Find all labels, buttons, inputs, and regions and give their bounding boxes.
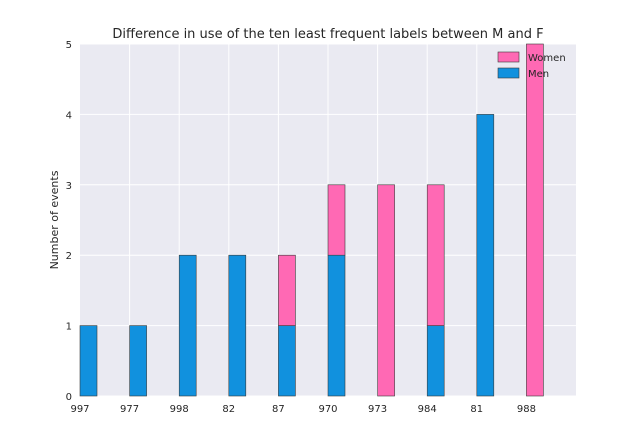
bar-men-970: [327, 254, 346, 397]
x-tick-label: 87: [272, 404, 285, 415]
legend-label-women: Women: [528, 53, 566, 64]
x-tick-label: 984: [418, 404, 437, 415]
x-axis-ticks: 997 977 998 82 87 970 973 984 81 988: [70, 404, 535, 415]
bar-men-81: [476, 114, 495, 397]
y-tick-label: 1: [66, 322, 72, 333]
y-tick-label: 4: [66, 110, 72, 121]
legend: Women Men: [497, 51, 566, 80]
bar-men-82: [228, 254, 247, 397]
x-tick-label: 973: [368, 404, 387, 415]
y-tick-label: 2: [66, 251, 72, 262]
x-tick-label: 997: [70, 404, 89, 415]
bar-women-988: [526, 43, 544, 397]
y-tick-label: 3: [66, 181, 72, 192]
bar-men-984: [426, 325, 445, 397]
bar-women-87: [278, 254, 296, 326]
x-tick-label: 988: [517, 404, 536, 415]
x-tick-label: 81: [470, 404, 483, 415]
bar-men-998: [178, 254, 197, 397]
y-tick-label: 0: [66, 392, 72, 403]
bar-women-970: [327, 184, 346, 256]
legend-label-men: Men: [528, 69, 549, 80]
x-tick-label: 998: [170, 404, 189, 415]
bar-women-973: [377, 184, 395, 397]
x-tick-label: 977: [120, 404, 139, 415]
x-tick-label: 82: [222, 404, 235, 415]
bars: [79, 43, 544, 397]
y-axis-label: Number of events: [48, 170, 61, 269]
x-tick-label: 970: [318, 404, 337, 415]
bar-men-997: [79, 325, 98, 397]
legend-swatch-men: [497, 67, 520, 79]
chart-title: Difference in use of the ten least frequ…: [112, 27, 543, 42]
y-axis-ticks: 0 1 2 3 4 5: [66, 40, 72, 403]
bar-men-977: [129, 325, 147, 397]
legend-swatch-women: [497, 51, 520, 63]
bar-women-984: [426, 184, 445, 326]
bar-men-87: [278, 325, 296, 397]
y-tick-label: 5: [66, 40, 72, 51]
